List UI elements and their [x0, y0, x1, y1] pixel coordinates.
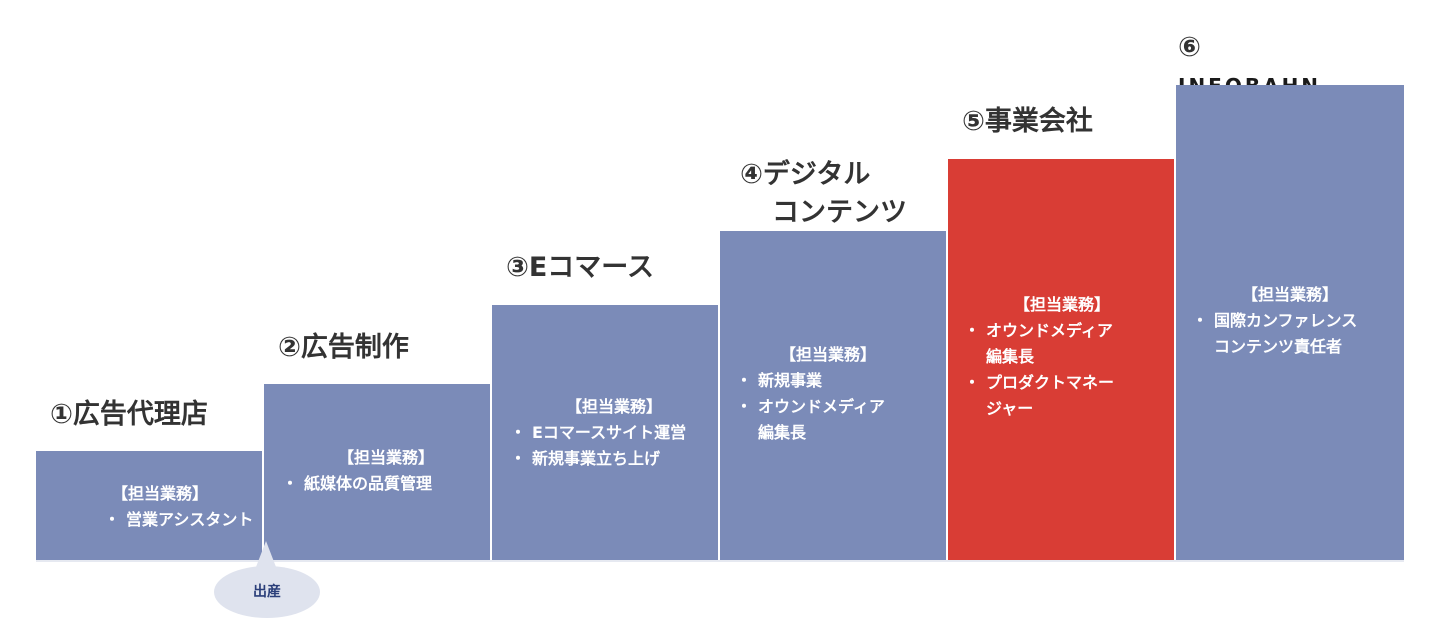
step-2-task-list: 紙媒体の品質管理 [282, 471, 490, 497]
task-item: 営業アシスタント [104, 507, 262, 533]
step-5-title: ⑤事業会社 [962, 103, 1093, 141]
step-4-title: ④デジタル コンテンツ [740, 156, 907, 232]
task-item: 新規事業 [736, 368, 946, 394]
step-6-task-list: 国際カンファレンス コンテンツ責任者 [1192, 308, 1404, 360]
step-6-title-number: ⑥ [1178, 32, 1201, 63]
step-2-box: 【担当業務】 紙媒体の品質管理 [264, 384, 490, 561]
step-3-title: ③Eコマース [506, 249, 654, 287]
step-3-heading: 【担当業務】 [565, 397, 662, 416]
step-1-title: ①広告代理店 [50, 396, 208, 434]
task-item: オウンドメディア 編集長 [964, 318, 1174, 370]
step-3-title-line: ③Eコマース [506, 252, 654, 283]
step-2-content: 【担当業務】 紙媒体の品質管理 [264, 445, 490, 497]
task-item: 国際カンファレンス コンテンツ責任者 [1192, 308, 1404, 360]
step-6-box: 【担当業務】 国際カンファレンス コンテンツ責任者 [1176, 85, 1404, 561]
task-item: オウンドメディア 編集長 [736, 394, 946, 446]
step-1-task-list: 営業アシスタント [104, 507, 262, 533]
task-item: プロダクトマネー ジャー [964, 370, 1174, 422]
step-2-title: ②広告制作 [278, 329, 409, 367]
step-2-title-line: ②広告制作 [278, 332, 409, 363]
bubble-pointer [256, 541, 276, 567]
step-4-content: 【担当業務】 新規事業 オウンドメディア 編集長 [720, 342, 946, 446]
step-1-content: 【担当業務】 営業アシスタント [36, 481, 262, 533]
step-3-content: 【担当業務】 Eコマースサイト運営 新規事業立ち上げ [492, 394, 718, 472]
step-5-content: 【担当業務】 オウンドメディア 編集長 プロダクトマネー ジャー [948, 292, 1174, 422]
step-4-task-list: 新規事業 オウンドメディア 編集長 [736, 368, 946, 446]
step-1-title-line: ①広告代理店 [50, 399, 208, 430]
step-4-title-line-2: コンテンツ [772, 197, 907, 228]
step-3-box: 【担当業務】 Eコマースサイト運営 新規事業立ち上げ [492, 305, 718, 561]
step-5-heading: 【担当業務】 [1014, 295, 1111, 314]
step-3-task-list: Eコマースサイト運営 新規事業立ち上げ [510, 420, 718, 472]
task-item: 紙媒体の品質管理 [282, 471, 490, 497]
step-5-box: 【担当業務】 オウンドメディア 編集長 プロダクトマネー ジャー [948, 159, 1174, 561]
baseline-divider [36, 560, 1404, 562]
step-4-box: 【担当業務】 新規事業 オウンドメディア 編集長 [720, 231, 946, 561]
maternity-bubble: 出産 [214, 566, 320, 618]
step-1-box: 【担当業務】 営業アシスタント [36, 451, 262, 561]
step-4-title-line-1: ④デジタル [740, 159, 871, 190]
step-6-content: 【担当業務】 国際カンファレンス コンテンツ責任者 [1176, 282, 1404, 360]
step-4-heading: 【担当業務】 [780, 345, 877, 364]
task-item: 新規事業立ち上げ [510, 446, 718, 472]
step-6-heading: 【担当業務】 [1242, 285, 1339, 304]
step-5-title-line: ⑤事業会社 [962, 106, 1093, 137]
step-1-heading: 【担当業務】 [112, 484, 209, 503]
step-5-task-list: オウンドメディア 編集長 プロダクトマネー ジャー [964, 318, 1174, 422]
step-2-heading: 【担当業務】 [337, 448, 434, 467]
task-item: Eコマースサイト運営 [510, 420, 718, 446]
